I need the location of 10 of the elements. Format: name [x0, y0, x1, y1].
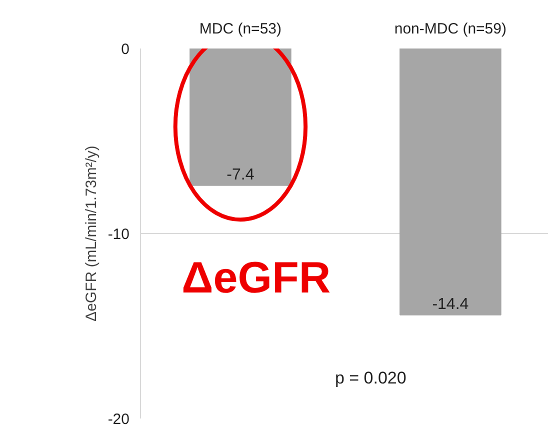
annotation: ΔeGFR [182, 253, 331, 302]
y-tick-label: -20 [108, 411, 130, 427]
data-label: -7.4 [226, 166, 254, 184]
y-tick-label: 0 [121, 41, 130, 58]
annotation: p = 0.020 [334, 368, 406, 388]
x-tick-label: MDC (n=53) [199, 20, 282, 38]
y-axis-title: ΔeGFR (mL/min/1.73m²/y) [82, 146, 100, 322]
x-tick-label: non-MDC (n=59) [394, 20, 507, 38]
y-tick-label: -10 [108, 226, 130, 243]
data-label: -14.4 [432, 296, 469, 313]
